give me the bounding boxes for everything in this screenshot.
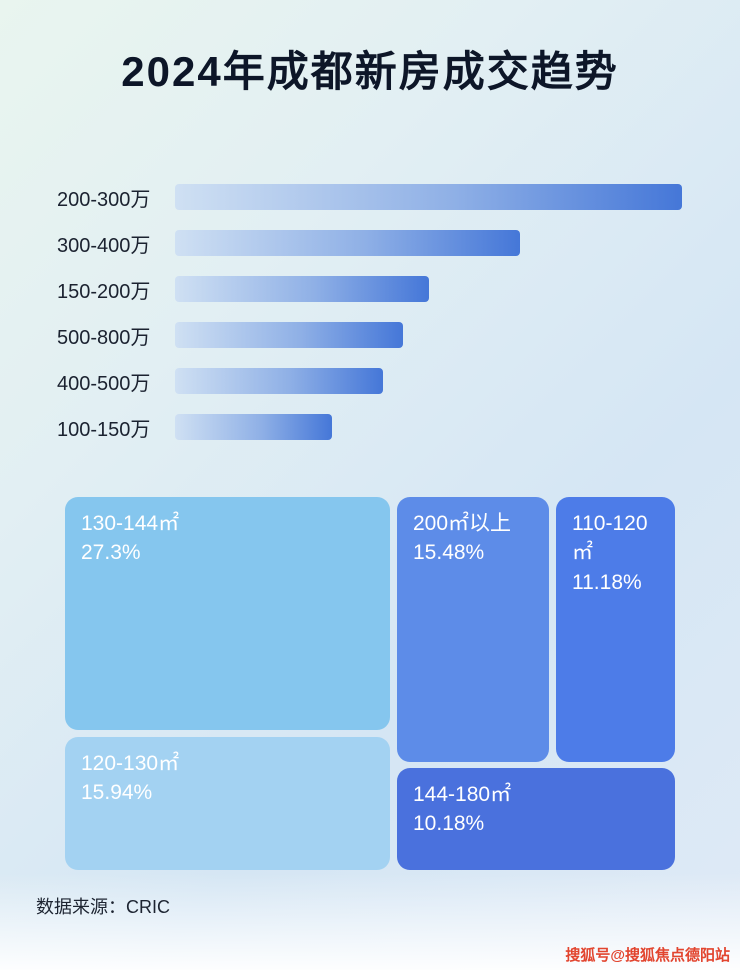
page-title: 2024年成都新房成交趋势 — [121, 48, 619, 95]
treemap-block-percent: 10.18% — [413, 812, 485, 836]
bar — [175, 276, 429, 302]
bar-row: 200-300万 — [57, 184, 682, 211]
treemap-block-200-plus: 200㎡以上 15.48% — [397, 497, 549, 762]
bar-label: 200-300万 — [57, 188, 151, 211]
bar-row: 500-800万 — [57, 322, 682, 349]
bar — [175, 230, 520, 256]
bar-track — [175, 184, 682, 210]
treemap-block-130-144: 130-144㎡ 27.3% — [65, 497, 390, 730]
treemap-block-120-130: 120-130㎡ 15.94% — [65, 737, 390, 870]
bar-track — [175, 230, 682, 256]
bar — [175, 368, 383, 394]
treemap-block-percent: 15.94% — [81, 781, 153, 805]
bar-track — [175, 322, 682, 348]
bar-label: 500-800万 — [57, 326, 151, 349]
price-band-bar-chart: 200-300万 300-400万 150-200万 500-800万 400-… — [57, 184, 682, 441]
treemap-block-label: 144-180㎡ — [413, 783, 512, 806]
treemap-block-percent: 15.48% — [413, 541, 485, 565]
area-share-treemap: 130-144㎡ 27.3% 200㎡以上 15.48% 110-120㎡ 11… — [65, 497, 675, 870]
bar — [175, 414, 333, 440]
bar — [175, 322, 404, 348]
bar-row: 100-150万 — [57, 414, 682, 441]
treemap-block-percent: 27.3% — [81, 541, 141, 565]
bar-track — [175, 276, 682, 302]
bar-row: 150-200万 — [57, 276, 682, 303]
bar-label: 400-500万 — [57, 372, 151, 395]
treemap-block-label: 130-144㎡ — [81, 512, 180, 535]
bar — [175, 184, 682, 210]
treemap-block-label: 200㎡以上 — [413, 512, 512, 535]
bar-row: 300-400万 — [57, 230, 682, 257]
treemap-block-label: 120-130㎡ — [81, 752, 180, 775]
treemap-block-144-180: 144-180㎡ 10.18% — [397, 768, 675, 870]
treemap-block-percent: 11.18% — [572, 570, 642, 594]
watermark: 搜狐号@搜狐焦点德阳站 — [565, 947, 730, 964]
data-source: 数据来源：CRIC — [36, 897, 170, 917]
bar-label: 300-400万 — [57, 234, 151, 257]
bar-track — [175, 414, 682, 440]
bar-row: 400-500万 — [57, 368, 682, 395]
treemap-block-110-120: 110-120㎡ 11.18% — [556, 497, 675, 762]
bar-label: 100-150万 — [57, 418, 151, 441]
treemap-block-label: 110-120㎡ — [572, 512, 648, 565]
bar-label: 150-200万 — [57, 280, 151, 303]
bar-track — [175, 368, 682, 394]
